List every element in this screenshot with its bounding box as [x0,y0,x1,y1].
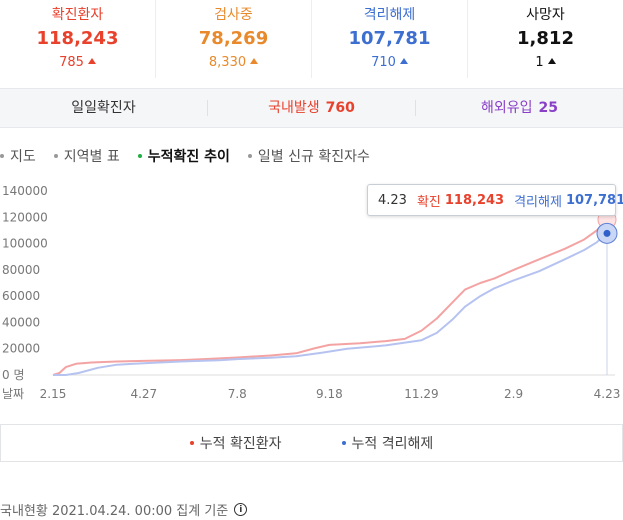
x-tick-label: 9.18 [316,387,343,401]
y-tick-label: 80000 [2,263,40,277]
legend-dot-icon [341,441,346,445]
overseas-label: 해외유입 [480,100,533,116]
confirmed-series-line [52,218,608,376]
delta-number: 1 [535,55,544,70]
tooltip-released-label: 격리해제 [514,194,562,210]
cumulative-chart[interactable]: 0 명 20000 40000 60000 80000 100000 120000 14000… [0,176,623,408]
x-tick-label: 7.8 [228,387,247,401]
stat-label: 사망자 [526,7,565,23]
stat-value: 1,812 [517,28,574,49]
stat-deaths: 사망자 1,812 1 [468,0,623,78]
x-tick-label: 2.9 [504,387,523,401]
x-tick-label: 4.23 [594,387,621,401]
info-icon[interactable]: i [234,503,248,516]
y-tick-label: 120000 [2,210,48,224]
stat-value: 118,243 [36,28,119,49]
legend-released[interactable]: 누적 격리해제 [341,433,434,453]
daily-title: 일일확진자 [0,100,208,116]
y-tick-label: 0 명 [2,368,25,382]
triangle-up-icon [547,58,556,64]
daily-title-text: 일일확진자 [71,100,136,116]
stat-delta: 710 [312,54,467,72]
stat-label: 격리해제 [363,7,416,23]
legend-label: 누적 확진환자 [199,436,282,452]
tab-label: 누적확진 추이 [147,149,230,165]
x-tick-label: 4.27 [130,387,157,401]
tab-map[interactable]: 지도 [0,146,36,166]
stat-confirmed: 확진환자 118,243 785 [0,0,156,78]
daily-overseas: 해외유입 25 [416,100,623,116]
y-axis-ticks: 0 명 20000 40000 60000 80000 100000 120000 14000… [2,184,48,382]
daily-domestic: 국내발생 760 [208,100,416,116]
stat-delta: 8,330 [156,54,311,72]
x-tick-label: 2.15 [40,387,67,401]
stat-delta: 785 [0,54,155,72]
view-tabs: 지도 지역별 표 누적확진 추이 일별 신규 확진자수 [0,146,388,166]
bullet-icon [247,154,252,158]
tab-label: 지도 [10,149,36,165]
tab-region-table[interactable]: 지역별 표 [53,146,120,166]
chart-lines [52,218,608,376]
delta-number: 8,330 [208,55,247,70]
stat-value: 107,781 [348,28,431,49]
tooltip-date: 4.23 [378,192,407,208]
footer-text: 국내현황 2021.04.24. 00:00 집계 기준 [0,504,229,519]
x-tick-label: 11.29 [404,387,438,401]
bullet-icon [137,154,142,158]
y-tick-label: 140000 [2,184,48,198]
stat-delta: 1 [468,54,623,72]
stat-value: 78,269 [198,28,269,49]
tooltip-confirmed-label: 확진 [416,194,441,210]
tab-label: 일별 신규 확진자수 [257,149,370,165]
chart-svg: 0 명 20000 40000 60000 80000 100000 120000 14000… [2,184,620,401]
x-axis-ticks: 날짜 2.15 4.27 7.8 9.18 11.29 2.9 4.23 [2,387,620,401]
chart-legend: 누적 확진환자 누적 격리해제 [0,424,623,462]
footer-note: 국내현황 2021.04.24. 00:00 집계 기준 i [0,500,248,519]
triangle-up-icon [399,58,408,64]
legend-label: 누적 격리해제 [351,436,434,452]
x-axis-label: 날짜 [2,387,24,401]
legend-confirmed[interactable]: 누적 확진환자 [189,433,282,453]
daily-cases-bar: 일일확진자 국내발생 760 해외유입 25 [0,88,623,128]
tooltip-confirmed-value: 118,243 [444,192,505,208]
stat-label: 확진환자 [51,7,104,23]
tab-cumulative-trend[interactable]: 누적확진 추이 [137,146,230,166]
legend-dot-icon [189,441,194,445]
released-series-line [53,232,608,376]
y-tick-label: 20000 [2,342,40,356]
tab-daily-new[interactable]: 일별 신규 확진자수 [247,146,370,166]
bullet-icon [53,154,58,158]
y-tick-label: 100000 [2,237,48,251]
hover-marker [596,210,618,375]
triangle-up-icon [250,58,259,64]
stat-released: 격리해제 107,781 710 [312,0,468,78]
stat-label: 검사중 [214,7,253,23]
tab-label: 지역별 표 [63,149,120,165]
domestic-value: 760 [325,100,355,116]
stat-testing: 검사중 78,269 8,330 [156,0,312,78]
stats-summary: 확진환자 118,243 785 검사중 78,269 8,330 격리해제 1… [0,0,623,78]
tooltip-released-value: 107,781 [565,192,623,208]
released-end-marker [603,229,611,237]
overseas-value: 25 [538,100,558,116]
chart-tooltip: 4.23 확진 118,243 격리해제 107,781 [367,184,623,216]
y-tick-label: 60000 [2,289,40,303]
bullet-icon [0,154,4,158]
delta-number: 710 [371,55,396,70]
delta-number: 785 [59,55,84,70]
triangle-up-icon [87,58,96,64]
y-tick-label: 40000 [2,315,40,329]
domestic-label: 국내발생 [268,100,320,116]
